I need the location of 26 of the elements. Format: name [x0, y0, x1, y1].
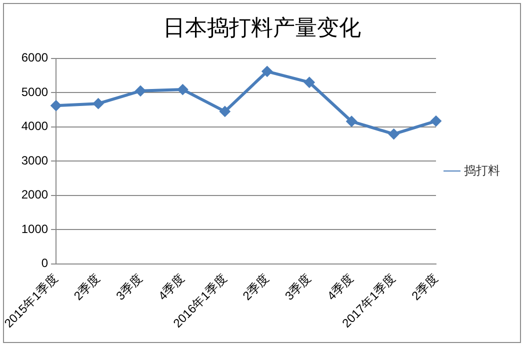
point: [262, 66, 273, 77]
point: [388, 128, 400, 140]
y-tick-label: 1000: [21, 222, 48, 236]
point: [304, 76, 315, 88]
y-tick-label: 4000: [21, 119, 48, 134]
point: [346, 116, 358, 127]
point: [177, 84, 188, 96]
y-tick-label: 3000: [21, 153, 48, 168]
point: [50, 100, 62, 112]
point: [430, 116, 442, 127]
y-tick-label: 0: [41, 256, 48, 270]
chart-title: 日本捣打料产量变化: [163, 16, 361, 41]
y-tick-label: 5000: [21, 84, 48, 99]
y-tick-label: 2000: [21, 188, 48, 202]
x-tick-label: 2季度: [240, 271, 272, 304]
x-tick-label: 4季度: [156, 271, 188, 304]
point: [92, 98, 104, 110]
y-tick-label: 6000: [21, 50, 48, 65]
x-tick-label: 3季度: [113, 271, 145, 304]
x-tick-label: 3季度: [282, 271, 314, 304]
legend-label: 捣打料: [464, 163, 500, 178]
x-tick-label: 4季度: [324, 271, 356, 304]
x-tick-label: 2季度: [71, 271, 103, 304]
point: [134, 85, 146, 96]
x-tick-label: 2季度: [408, 271, 440, 304]
point: [219, 106, 230, 117]
